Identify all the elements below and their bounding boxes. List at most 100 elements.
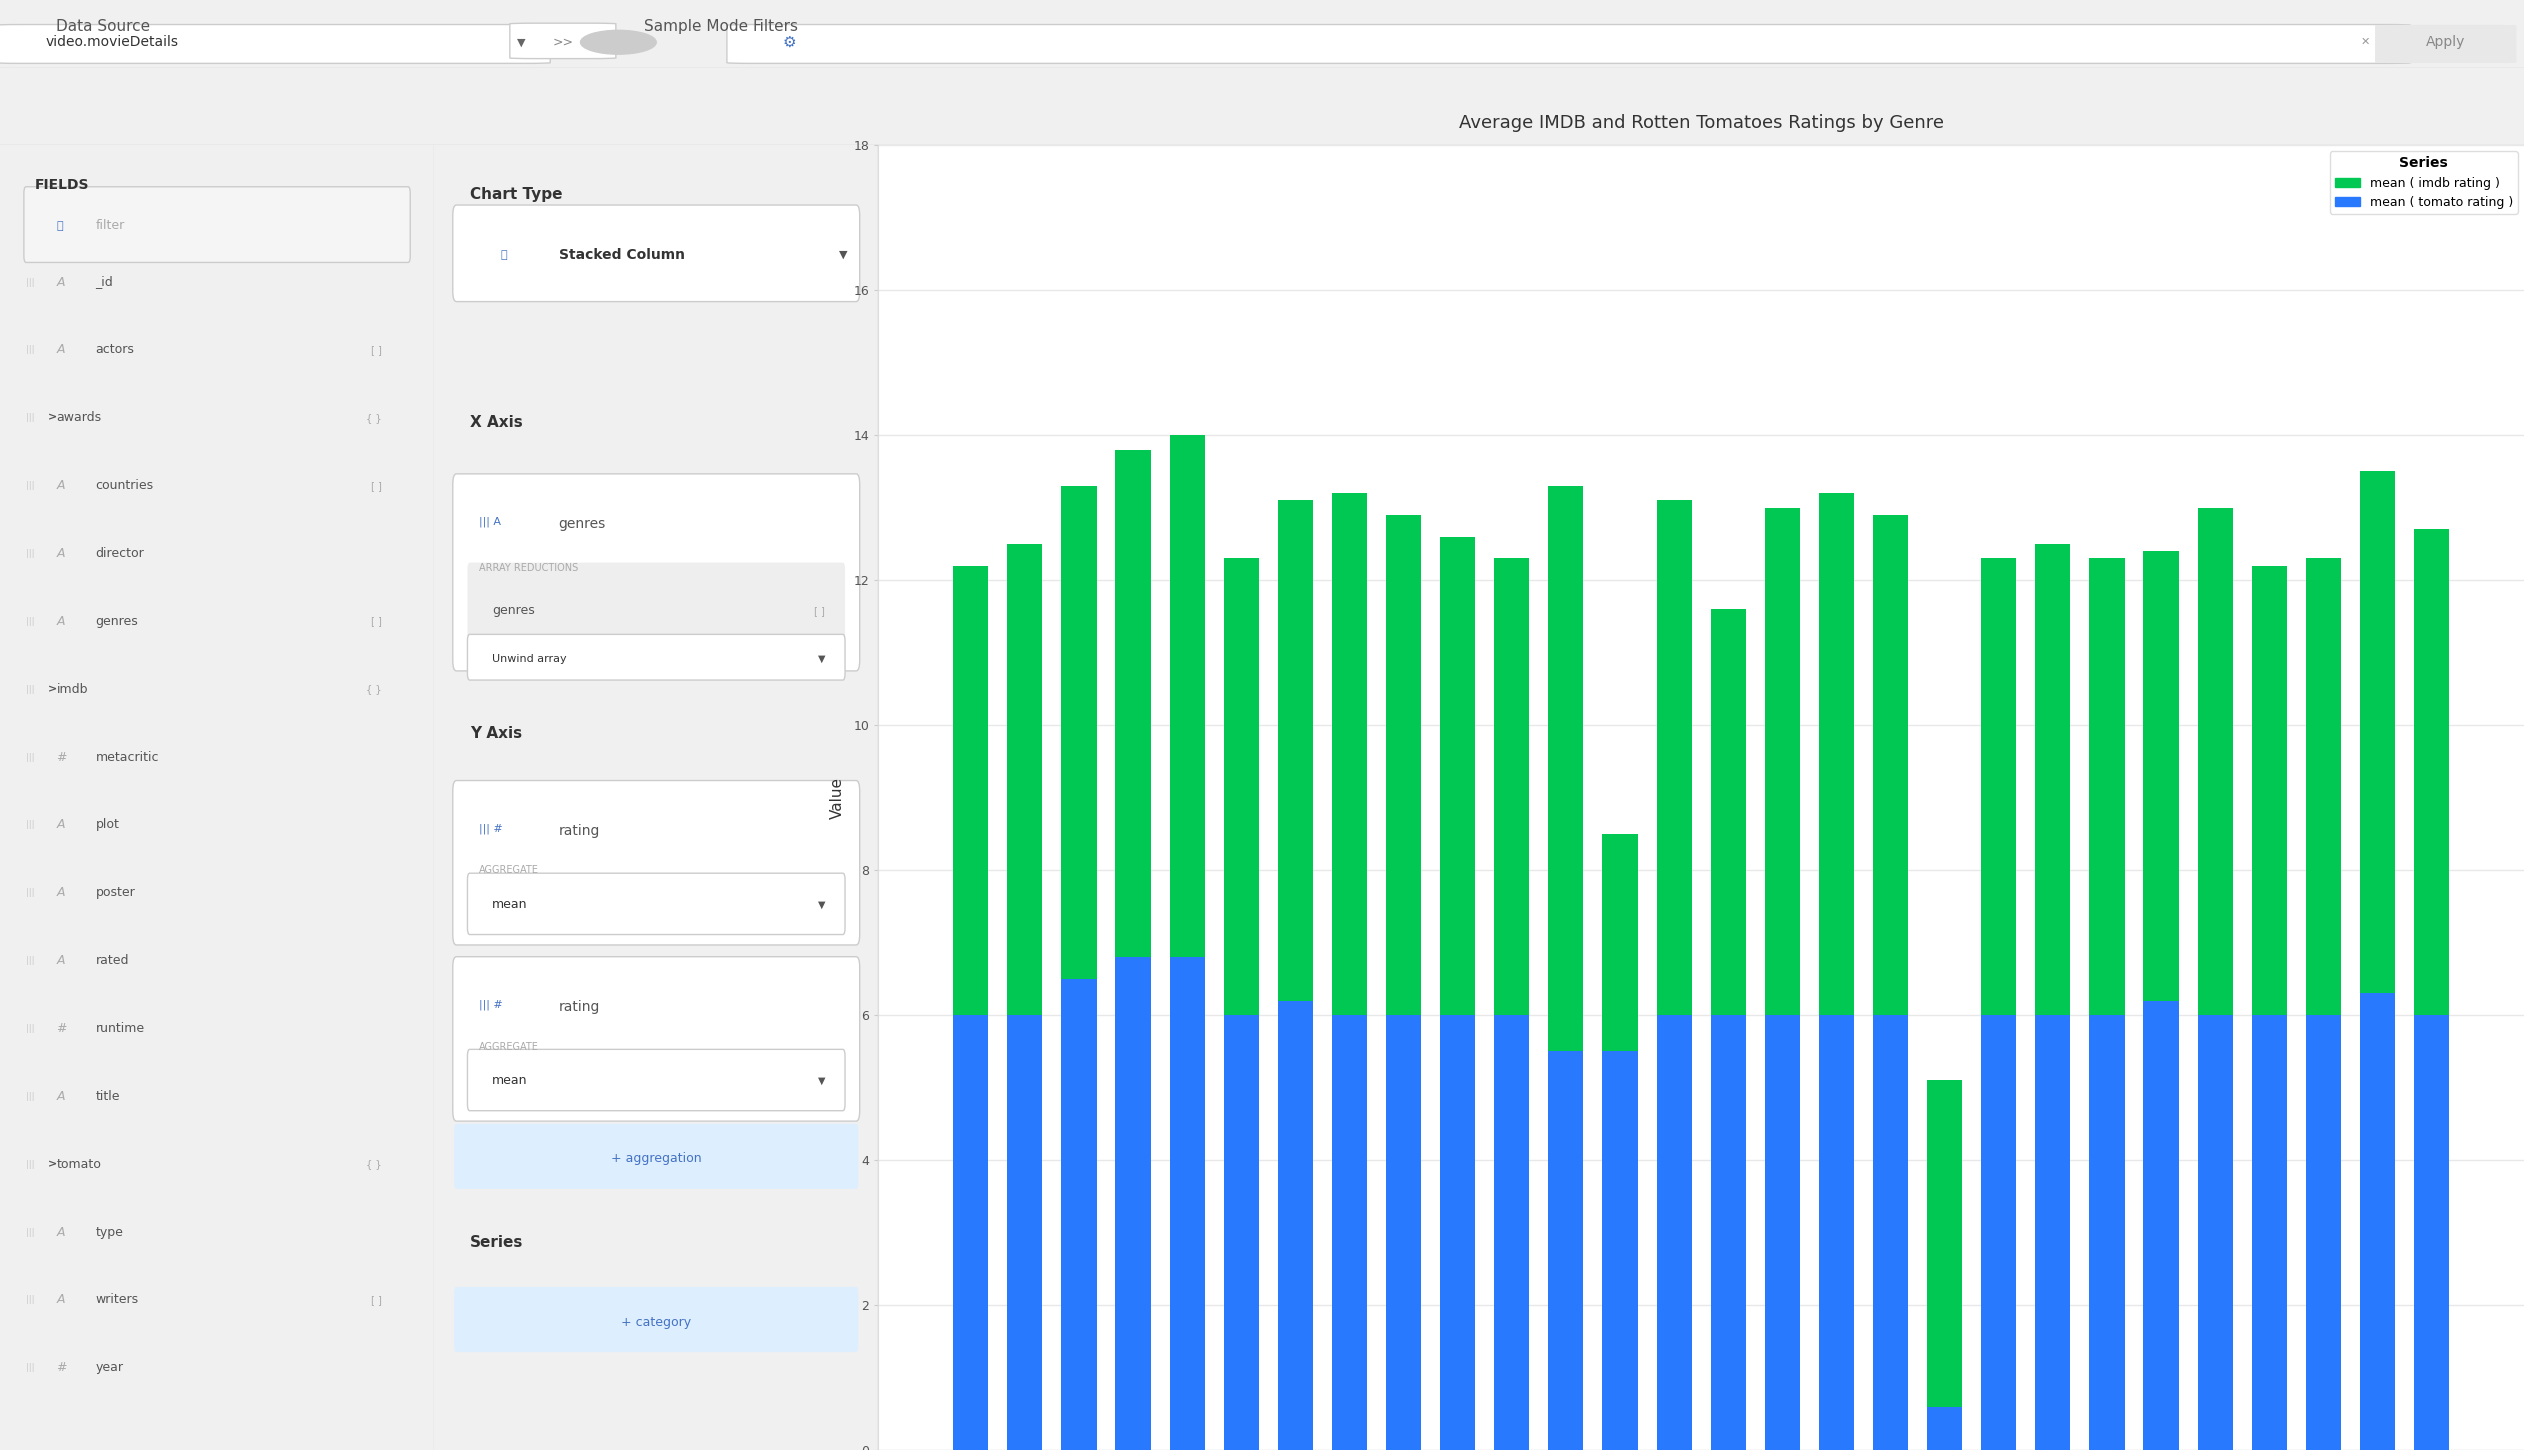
- Text: genres: genres: [96, 615, 139, 628]
- Text: poster: poster: [96, 886, 136, 899]
- Text: [ ]: [ ]: [815, 606, 825, 616]
- Text: genres: genres: [492, 605, 535, 618]
- Text: ✕: ✕: [2360, 38, 2370, 48]
- Text: A: A: [56, 547, 66, 560]
- Text: A: A: [56, 954, 66, 967]
- Bar: [2307, 558, 2340, 1015]
- FancyBboxPatch shape: [452, 474, 861, 671]
- Text: rated: rated: [96, 954, 129, 967]
- Title: Average IMDB and Rotten Tomatoes Ratings by Genre: Average IMDB and Rotten Tomatoes Ratings…: [1459, 115, 1943, 132]
- Text: |||: |||: [25, 616, 35, 626]
- Text: >: >: [48, 413, 58, 423]
- Text: A: A: [56, 344, 66, 357]
- Bar: [1116, 450, 1151, 957]
- Text: ||| A: ||| A: [480, 518, 500, 528]
- Bar: [1063, 979, 1095, 1450]
- FancyBboxPatch shape: [454, 1288, 858, 1351]
- Text: ||| #: ||| #: [480, 1000, 502, 1011]
- Text: A: A: [56, 886, 66, 899]
- Text: [ ]: [ ]: [371, 1295, 381, 1305]
- Text: Data Source: Data Source: [56, 19, 149, 35]
- Text: [ ]: [ ]: [371, 616, 381, 626]
- Text: >: >: [48, 1159, 58, 1169]
- Text: |||: |||: [25, 550, 35, 558]
- Text: [ ]: [ ]: [371, 345, 381, 355]
- Text: |||: |||: [25, 1363, 35, 1372]
- Bar: [954, 1015, 989, 1450]
- Text: Chart Type: Chart Type: [469, 187, 563, 202]
- Bar: [1277, 500, 1312, 1000]
- Text: Sample Mode: Sample Mode: [644, 19, 747, 35]
- Text: >: >: [48, 684, 58, 695]
- Y-axis label: Value: Value: [830, 777, 846, 818]
- Bar: [1603, 834, 1638, 1051]
- Text: |||: |||: [25, 1295, 35, 1305]
- Bar: [1441, 1015, 1477, 1450]
- Text: |||: |||: [25, 821, 35, 829]
- FancyBboxPatch shape: [2375, 25, 2516, 62]
- Text: ⚙: ⚙: [782, 35, 795, 49]
- Bar: [1547, 1051, 1583, 1450]
- Text: { }: { }: [366, 684, 381, 695]
- Text: Unwind array: Unwind array: [492, 654, 565, 664]
- Text: ▼: ▼: [818, 1076, 825, 1086]
- Text: FIELDS: FIELDS: [35, 178, 88, 191]
- Text: |||: |||: [25, 956, 35, 966]
- Text: ▼: ▼: [838, 249, 848, 260]
- Text: title: title: [96, 1090, 121, 1103]
- FancyBboxPatch shape: [510, 23, 616, 58]
- Text: { }: { }: [366, 413, 381, 423]
- FancyBboxPatch shape: [452, 957, 861, 1121]
- Bar: [1333, 493, 1368, 1015]
- Bar: [1981, 558, 2017, 1015]
- Bar: [2413, 529, 2448, 1015]
- Text: |||: |||: [25, 413, 35, 422]
- Text: [ ]: [ ]: [371, 480, 381, 490]
- Bar: [1007, 544, 1042, 1015]
- Text: plot: plot: [96, 818, 119, 831]
- Bar: [1764, 507, 1800, 1015]
- Text: X Axis: X Axis: [469, 415, 522, 431]
- Text: mean: mean: [492, 898, 528, 911]
- Bar: [1926, 1406, 1961, 1450]
- Text: video.movieDetails: video.movieDetails: [45, 35, 179, 49]
- Text: Series: Series: [469, 1235, 522, 1250]
- Text: |||: |||: [25, 1092, 35, 1101]
- Text: ARRAY REDUCTIONS: ARRAY REDUCTIONS: [480, 563, 578, 573]
- Bar: [1169, 435, 1204, 957]
- Text: ▼: ▼: [818, 654, 825, 664]
- Bar: [1656, 1015, 1691, 1450]
- Bar: [954, 566, 989, 1015]
- Bar: [1169, 957, 1204, 1450]
- Bar: [1603, 1051, 1638, 1450]
- Bar: [1820, 493, 1855, 1015]
- Text: |||: |||: [25, 481, 35, 490]
- Bar: [1711, 1015, 1747, 1450]
- Text: Apply: Apply: [2426, 35, 2466, 49]
- FancyBboxPatch shape: [467, 635, 846, 680]
- Bar: [1333, 1015, 1368, 1450]
- Text: A: A: [56, 1090, 66, 1103]
- Text: { }: { }: [366, 1159, 381, 1169]
- Text: ||| #: ||| #: [480, 824, 502, 834]
- Text: AGGREGATE: AGGREGATE: [480, 1041, 538, 1051]
- Text: |||: |||: [25, 1228, 35, 1237]
- Text: year: year: [96, 1362, 124, 1375]
- Bar: [2143, 1000, 2178, 1450]
- FancyBboxPatch shape: [727, 25, 2410, 64]
- Legend: mean ( imdb rating ), mean ( tomato rating ): mean ( imdb rating ), mean ( tomato rati…: [2330, 151, 2519, 213]
- Text: runtime: runtime: [96, 1022, 144, 1035]
- Text: |||: |||: [25, 345, 35, 354]
- Text: ▼: ▼: [517, 38, 525, 48]
- Text: genres: genres: [558, 518, 606, 531]
- Bar: [1656, 500, 1691, 1015]
- Text: A: A: [56, 478, 66, 492]
- Text: A: A: [56, 1225, 66, 1238]
- Text: |||: |||: [25, 277, 35, 287]
- Bar: [1494, 558, 1530, 1015]
- Bar: [1224, 558, 1259, 1015]
- Text: #: #: [56, 1022, 68, 1035]
- Ellipse shape: [581, 30, 656, 54]
- Bar: [1494, 1015, 1530, 1450]
- Text: A: A: [56, 1293, 66, 1306]
